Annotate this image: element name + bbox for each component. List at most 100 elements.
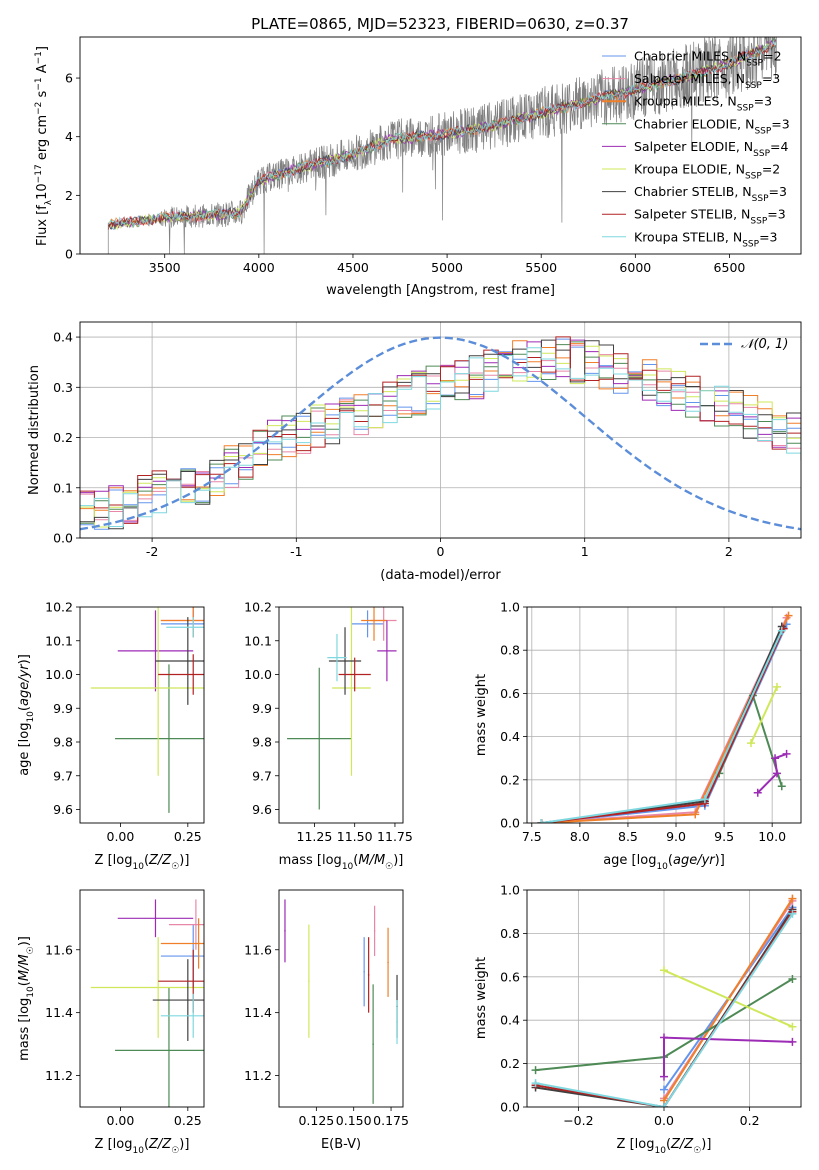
legend-label-suffix: =3: [767, 207, 785, 222]
spectrum-ylabel-part: A: [35, 64, 50, 77]
legend-label-text: Kroupa ELODIE, N: [634, 162, 745, 177]
mwz-ytick-label: 1.0: [500, 883, 520, 898]
spectrum-xtick-label: 5500: [525, 260, 557, 275]
hist-ytick-label: 0.1: [53, 480, 73, 495]
hist-ytick-label: 0.2: [53, 430, 73, 445]
legend-label-sub: SSP: [737, 104, 754, 114]
agemass-ytick-label: 10.1: [244, 633, 272, 648]
massz-point-salpeter_elodie: [154, 917, 157, 920]
mwage-marker-kroupa_stelib: [700, 795, 709, 804]
mwz-xlabel-part: )]: [701, 1137, 711, 1152]
spectrum-plot-area: [107, 37, 777, 254]
legend-label-text: Salpeter STELIB, N: [634, 207, 750, 222]
spectrum-ytick-label: 4: [65, 129, 73, 144]
mwz-marker-salpeter_elodie: [788, 1037, 797, 1046]
mwage-marker-salpeter_elodie: [771, 754, 780, 763]
massebv-xtick-label: 0.175: [373, 1113, 409, 1128]
legend-label-sub: SSP: [746, 59, 763, 69]
hist-xlabel: (data-model)/error: [380, 568, 501, 583]
hist-step-salpeter_miles: [80, 344, 801, 521]
agemass-xlabel-part: )]: [393, 853, 403, 868]
agez-point-kroupa_stelib: [192, 626, 195, 629]
mwage-line-salpeter_stelib: [541, 628, 785, 823]
agemass-ytick-label: 9.9: [252, 701, 272, 716]
mass-vs-extinction-panel: 0.125 0.150 0.175 11.2 11.4 11.6 E(B-V): [244, 889, 409, 1152]
agemass-xlabel-part: (: [353, 853, 358, 868]
legend-label-suffix: =3: [754, 94, 772, 109]
mwz-xlabel-part: Z [log: [617, 1137, 655, 1152]
figure-title: PLATE=0865, MJD=52323, FIBERID=0630, z=0…: [251, 15, 629, 33]
massz-ytick-label: 11.2: [45, 1068, 73, 1083]
mwz-xlabel-part: (: [666, 1137, 671, 1152]
agemass-xtick-label: 11.25: [297, 829, 333, 844]
mwage-line-kroupa_miles: [541, 615, 790, 823]
mwage-marker-kroupa_elodie: [747, 739, 756, 748]
mwage-line-salpeter_elodie: [756, 752, 787, 794]
agemass-xlabel-part: mass [log: [279, 853, 342, 868]
mwz-ylabel: mass weight: [474, 957, 489, 1039]
agemass-point-kroupa_elodie: [350, 687, 353, 689]
hist-xtick-label: 2: [725, 544, 733, 559]
spectrum-xtick-label: 6000: [619, 260, 651, 275]
spectrum-ytick-label: 0: [65, 247, 73, 262]
legend-label-sub: SSP: [752, 194, 769, 204]
legend-label-salpeter_elodie: Salpeter ELODIE, NSSP=4: [634, 139, 789, 159]
spectrum-ylabel: Flux [fλ10−17 erg cm−2 s−1 A−1]: [34, 46, 54, 246]
agemass-ytick-label: 10.2: [244, 600, 272, 615]
mwage-xtick-label: 10.0: [758, 829, 786, 844]
agez-xlabel-part: Z/Z: [148, 853, 172, 868]
spectrum-panel: 3500 4000 4500 5000 5500 6000 6500 0 2 4 6 waveleng…: [34, 36, 802, 298]
massz-xlabel-part: Z/Z: [148, 1137, 172, 1152]
massebv-frame: [278, 889, 404, 1108]
spectrum-ytick-label: 2: [65, 188, 73, 203]
agez-xtick-label: 0.00: [107, 829, 135, 844]
legend-label-suffix: =3: [771, 116, 789, 131]
legend-label-text: Kroupa STELIB, N: [634, 229, 742, 244]
massebv-ytick-label: 11.6: [244, 942, 272, 957]
mwage-xlabel-part: )]: [715, 853, 725, 868]
mwz-marker-chabrier_elodie: [531, 1066, 540, 1075]
legend-label-chabrier_stelib: Chabrier STELIB, NSSP=3: [634, 184, 787, 204]
mwz-line-kroupa_miles: [663, 898, 794, 1102]
massz-frame: [79, 889, 205, 1108]
massz-xlabel-part: )]: [179, 1137, 189, 1152]
agemass-point-chabrier_stelib: [344, 660, 346, 662]
mwz-ytick-label: 0.6: [500, 969, 520, 984]
massz-point-salpeter_stelib: [192, 980, 195, 983]
massz-ylabel: mass [log10(M/M☉)]: [17, 936, 36, 1061]
agez-point-salpeter_elodie: [154, 650, 157, 652]
spectrum-ylabel-part: 10: [35, 183, 50, 200]
massz-point-chabrier_elodie: [168, 1049, 170, 1052]
massz-xtick-label: 0.00: [107, 1113, 135, 1128]
hist-xtick-label: 0: [437, 544, 445, 559]
agez-xlabel-part: (: [144, 853, 149, 868]
massz-ylabel-part: )]: [17, 936, 32, 946]
massebv-point-salpeter_stelib: [367, 974, 370, 976]
agez-xtick-label: 0.25: [174, 829, 202, 844]
spectrum-xtick-label: 6500: [714, 260, 746, 275]
agez-point-chabrier_elodie: [168, 737, 170, 740]
mwz-line-kroupa_elodie: [663, 969, 793, 1028]
agez-ytick-label: 9.7: [53, 768, 73, 783]
mwage-marker-kroupa_miles: [691, 810, 700, 819]
agez-ylabel-part: 10: [26, 711, 36, 723]
legend-label-text: Chabrier MILES, N: [634, 49, 746, 64]
spectrum-ytick-label: 6: [65, 71, 73, 86]
spectrum-xtick-label: 3500: [149, 260, 181, 275]
massz-plot-area: [90, 899, 204, 1107]
mwage-xtick-label: 9.0: [666, 829, 686, 844]
legend-label-chabrier_miles: Chabrier MILES, NSSP=2: [634, 49, 782, 69]
agemass-xlabel-part: M/M: [358, 853, 385, 868]
legend-label-text: Kroupa MILES, N: [634, 94, 737, 109]
mwage-frame: [526, 606, 802, 824]
legend-label-text: Chabrier ELODIE, N: [634, 116, 754, 131]
mwage-line-chabrier_miles: [541, 623, 788, 823]
age-vs-mass-panel: 11.25 11.50 11.75 9.6 9.7 9.8 9.9 10.0 10.1 10.2 m…: [244, 600, 413, 873]
agemass-xlabel: mass [log10(M/M☉)]: [279, 853, 404, 872]
legend-label-salpeter_stelib: Salpeter STELIB, NSSP=3: [634, 207, 786, 227]
agez-xlabel-part: )]: [179, 853, 189, 868]
legend-label-suffix: =3: [759, 229, 777, 244]
agemass-xlabel-part: ☉: [385, 862, 393, 872]
agez-ylabel-part: )]: [17, 654, 32, 664]
massebv-point-salpeter_miles: [373, 930, 376, 932]
